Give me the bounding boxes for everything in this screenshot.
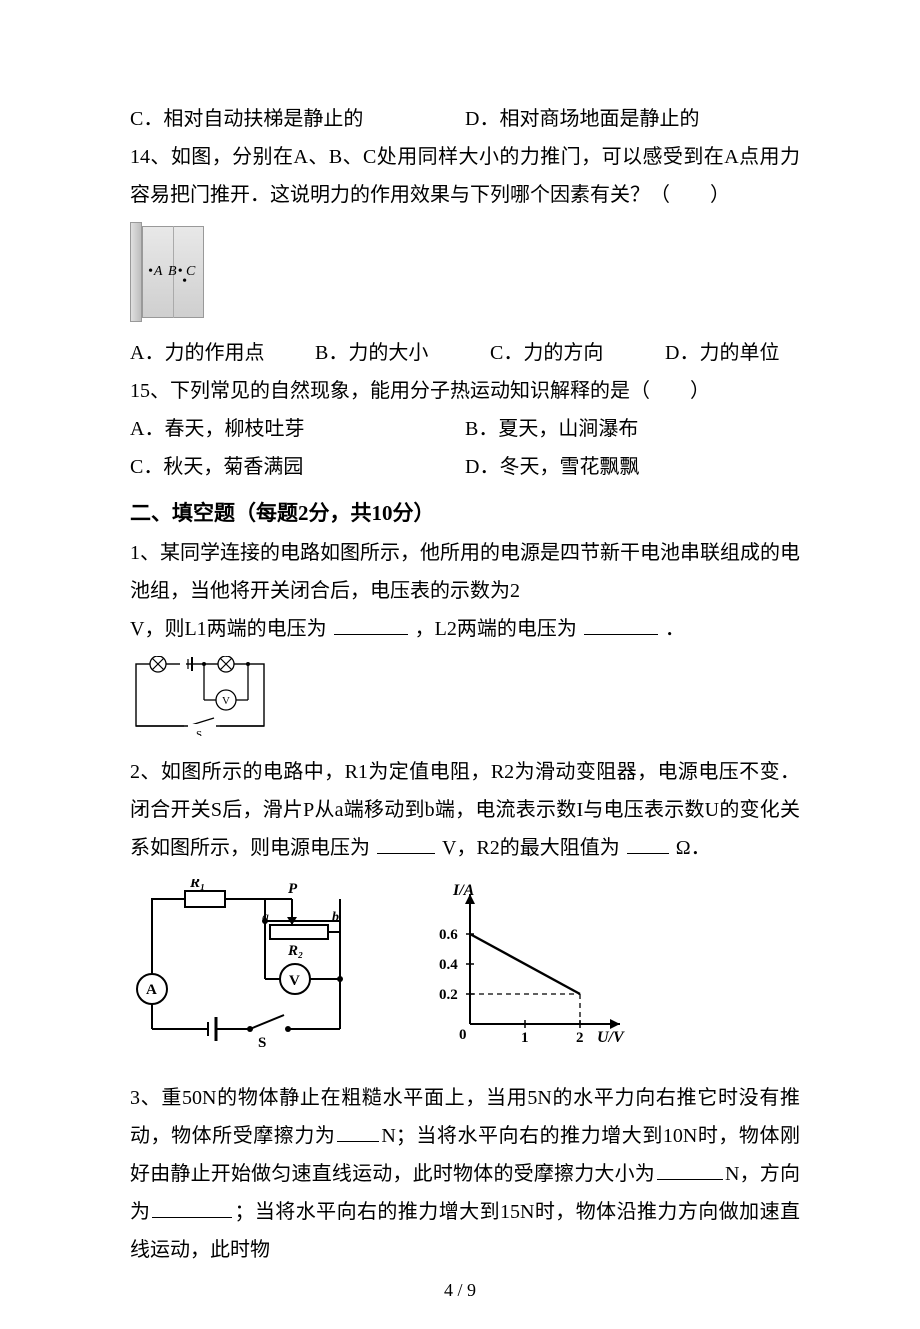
f1-blank2[interactable] (584, 614, 658, 635)
q14-options-row: A．力的作用点 B．力的大小 C．力的方向 D．力的单位 (130, 334, 800, 372)
f1-p2c: ． (665, 618, 685, 640)
f1-blank1[interactable] (334, 614, 408, 635)
f1-p2: V，则L1两端的电压为 ，L2两端的电压为 ． (130, 610, 800, 648)
f1-p2b: ，L2两端的电压为 (415, 618, 577, 640)
circuit2-A: A (146, 982, 157, 998)
q14-optC: C．力的方向 (490, 334, 660, 372)
f2-figures: A S R₁ R₂ a b P (130, 879, 800, 1049)
q15-stem: 15、下列常见的自然现象，能用分子热运动知识解释的是（ ） (130, 372, 800, 410)
q14-optA: A．力的作用点 (130, 334, 310, 372)
q15-optD: D．冬天，雪花飘飘 (465, 456, 639, 478)
graph-ytick-0: 0 (459, 1027, 467, 1043)
graph-xtick-1: 1 (521, 1030, 529, 1046)
circuit2-R1: R₁ (189, 879, 205, 891)
graph-ytick-02: 0.2 (439, 987, 458, 1003)
circuit2-R2: R₂ (287, 943, 303, 959)
graph-ytick-04: 0.4 (439, 957, 458, 973)
page-number: 4 / 9 (0, 1280, 920, 1301)
door-label-B: B• (168, 264, 182, 280)
q15-optB: B．夏天，山涧瀑布 (465, 418, 638, 440)
circuit2-P: P (288, 881, 298, 897)
circuit2-V: V (289, 973, 300, 989)
circuit2-b: b (332, 910, 339, 925)
f2-circuit: A S R₁ R₂ a b P (130, 879, 365, 1049)
f3-blank2[interactable] (657, 1159, 723, 1180)
f2-blank1[interactable] (377, 833, 435, 854)
f2-unitO: Ω． (676, 837, 711, 859)
door-dots: • (182, 274, 187, 290)
f2-graph: 0.6 0.4 0.2 0 1 2 I/A U/V (425, 879, 635, 1049)
f1-p1: 1、某同学连接的电路如图所示，他所用的电源是四节新干电池串联组成的电池组，当他将… (130, 534, 800, 610)
door-label-C: C (186, 264, 195, 280)
circuit1-L2: L₂ (150, 656, 161, 658)
f2-blank2[interactable] (627, 833, 669, 854)
section2-title: 二、填空题（每题2分，共10分） (130, 492, 800, 534)
graph-xtick-2: 2 (576, 1030, 584, 1046)
q13-optD: D．相对商场地面是静止的 (465, 108, 699, 130)
door-frame (130, 222, 142, 322)
q13-optC: C．相对自动扶梯是静止的 (130, 100, 460, 138)
f3-blank3[interactable] (152, 1197, 232, 1218)
f3-blank1[interactable] (337, 1121, 379, 1142)
f3-p1: 3、重50N的物体静止在粗糙水平面上，当用5N的水平力向右推它时没有推动，物体所… (130, 1079, 800, 1269)
f2-p1: 2、如图所示的电路中，R1为定值电阻，R2为滑动变阻器，电源电压不变．闭合开关S… (130, 753, 800, 867)
door-label-A: •A (148, 264, 162, 280)
graph-ytick-06: 0.6 (439, 927, 458, 943)
q15-optC: C．秋天，菊香满园 (130, 448, 460, 486)
q14-optD: D．力的单位 (665, 342, 779, 364)
circuit1-L1: L₁ (218, 656, 229, 658)
f2-unitV: V，R2的最大阻值为 (442, 837, 620, 859)
q15-row2: C．秋天，菊香满园 D．冬天，雪花飘飘 (130, 448, 800, 486)
circuit1-V: V (222, 695, 230, 707)
circuit1-S: S (196, 729, 202, 736)
q15-row1: A．春天，柳枝吐芽 B．夏天，山涧瀑布 (130, 410, 800, 448)
graph-xlabel: U/V (597, 1029, 625, 1046)
q14-stem: 14、如图，分别在A、B、C处用同样大小的力推门，可以感受到在A点用力容易把门推… (130, 138, 800, 214)
page: C．相对自动扶梯是静止的 D．相对商场地面是静止的 14、如图，分别在A、B、C… (0, 0, 920, 1329)
graph-ylabel: I/A (452, 882, 475, 899)
circuit2-S: S (258, 1035, 266, 1049)
q14-door-figure: •A B• C • (130, 222, 800, 322)
q14-optB: B．力的大小 (315, 334, 485, 372)
q13-options-row: C．相对自动扶梯是静止的 D．相对商场地面是静止的 (130, 100, 800, 138)
q15-optA: A．春天，柳枝吐芽 (130, 410, 460, 448)
f1-circuit-figure: L₂ L₁ V S (130, 656, 800, 741)
f1-p2a: V，则L1两端的电压为 (130, 618, 327, 640)
